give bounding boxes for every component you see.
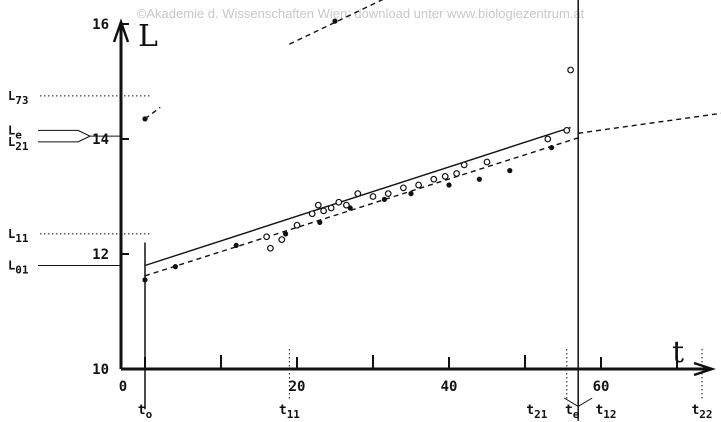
data-point-filled (142, 116, 148, 122)
data-point-open (308, 210, 316, 218)
x-tick-label: 40 (441, 379, 458, 395)
axes: Lt10121416180204060 (92, 17, 716, 395)
dashed-fit-line (144, 106, 161, 120)
x-tick-label: 0 (119, 379, 127, 395)
x-tick-label: 20 (289, 379, 306, 395)
bottom-label: t12 (595, 403, 616, 421)
data-point-filled (446, 182, 452, 188)
data-point-filled (142, 277, 148, 283)
x-axis-title: t (672, 335, 684, 370)
bottom-label: to (138, 403, 153, 421)
bottom-label: t21 (526, 403, 547, 421)
data-point-filled (283, 231, 289, 237)
data-point-open (327, 204, 335, 212)
y-tick-label: 10 (92, 362, 109, 378)
side-label: L73 (8, 89, 28, 107)
labels: L22L73L0'L12L73LeL21L11L01tot11t21tet12t… (8, 89, 713, 421)
side-label: Le (8, 123, 22, 141)
x-tick-label: 60 (593, 379, 610, 395)
data-point-open (563, 126, 571, 134)
data-points (142, 18, 574, 283)
data-point-open (400, 184, 407, 192)
side-label: L11 (8, 227, 29, 245)
data-point-filled (172, 264, 178, 270)
bottom-label: t11 (279, 403, 300, 421)
bottom-label: t22 (691, 403, 712, 421)
data-point-open (343, 201, 350, 209)
dashed-fit-line (578, 112, 721, 134)
data-point-open (544, 135, 552, 143)
data-point-open (441, 172, 449, 180)
data-point-filled (507, 168, 513, 174)
data-point-open (314, 201, 322, 209)
data-point-filled (549, 145, 555, 151)
side-label: L21 (8, 135, 29, 153)
watermark: ©Akademie d. Wissenschaften Wien; downlo… (136, 6, 585, 21)
data-point-open (384, 190, 392, 198)
data-point-open (460, 161, 468, 169)
data-point-open (354, 190, 362, 198)
bracket (77, 129, 92, 143)
data-point-filled (408, 191, 414, 197)
data-point-open (293, 221, 301, 229)
data-point-open (483, 158, 491, 166)
bottom-bracket (563, 397, 593, 407)
y-tick-label: 12 (92, 247, 109, 263)
data-point-filled (317, 219, 323, 225)
data-point-open (335, 198, 343, 206)
data-point-filled (233, 242, 239, 248)
reference-lines (144, 0, 579, 421)
y-axis-title: L (138, 19, 158, 54)
y-tick-label: 14 (92, 132, 109, 148)
data-point-open (263, 233, 271, 241)
y-axis-arrow (112, 18, 130, 43)
data-point-filled (381, 196, 387, 202)
data-point-open (369, 193, 377, 200)
data-point-open (267, 244, 274, 252)
dashed-fit-line (289, 0, 384, 45)
data-point-filled (476, 176, 482, 182)
data-point-open (567, 66, 574, 74)
side-label: L01 (8, 259, 29, 277)
dashed-fit-line (144, 137, 579, 277)
data-point-open (415, 181, 423, 189)
fit-lines (144, 0, 721, 277)
data-point-open (278, 236, 286, 244)
data-point-open (453, 170, 461, 177)
bottom-label: te (565, 403, 580, 421)
data-point-open (320, 207, 328, 215)
data-point-filled (332, 18, 338, 24)
data-point-open (430, 175, 438, 183)
y-tick-label: 16 (92, 17, 109, 33)
x-axis-arrow (693, 361, 716, 377)
